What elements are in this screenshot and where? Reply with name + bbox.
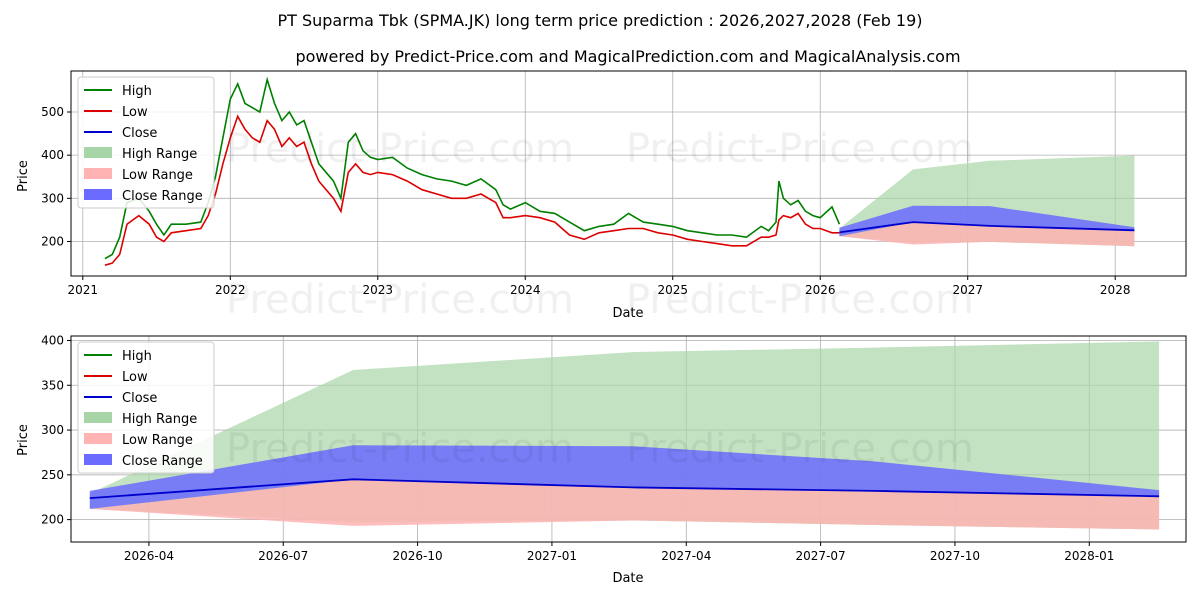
bottom-chart-panel: 2026-04 2026-07 2026-10 2027-01 2027-04 2027-… bbox=[16, 333, 1187, 586]
plot-layer-0: 2021 2022 2023 2024 2025 2026 2027 2028 200 300 40… bbox=[41, 70, 1187, 297]
legend-swatch-patch bbox=[84, 168, 112, 179]
y-tick-label: 200 bbox=[41, 513, 64, 527]
watermark-top-1: Predict-Price.com bbox=[226, 126, 574, 172]
x-tick-label: 2024 bbox=[510, 283, 541, 297]
x-axis-label-top: Date bbox=[612, 306, 643, 321]
top-chart-panel: 2021 2022 2023 2024 2025 2026 2027 2028 200 300 40… bbox=[16, 70, 1187, 323]
y-tick-label: 500 bbox=[41, 105, 64, 119]
y-tick-label: 200 bbox=[41, 234, 64, 248]
legend-label: Low bbox=[122, 370, 148, 385]
legend-label: Close bbox=[122, 391, 157, 406]
x-tick-label: 2028 bbox=[1100, 283, 1131, 297]
y-tick-label: 300 bbox=[41, 191, 64, 205]
x-tick-label: 2027 bbox=[952, 283, 983, 297]
legend-label: Low Range bbox=[122, 433, 193, 448]
x-tick-label: 2027-01 bbox=[527, 549, 577, 563]
legend: High Low Close High Range Low Range Close Ran… bbox=[77, 76, 215, 209]
watermark-bottom-2: Predict-Price.com bbox=[626, 426, 974, 472]
x-tick-label: 2023 bbox=[362, 283, 393, 297]
legend-label: Close Range bbox=[122, 454, 203, 469]
plot-layer-1: 2026-04 2026-07 2026-10 2027-01 2027-04 2027-… bbox=[41, 333, 1187, 563]
chart-title: PT Suparma Tbk (SPMA.JK) long term price… bbox=[277, 11, 922, 30]
plot-frame bbox=[70, 70, 1187, 277]
legend-label: High Range bbox=[122, 147, 197, 162]
x-tick-label: 2022 bbox=[215, 283, 246, 297]
x-tick-label: 2026 bbox=[805, 283, 836, 297]
chart-subtitle: powered by Predict-Price.com and Magical… bbox=[295, 47, 960, 66]
close-range-band bbox=[839, 205, 1135, 237]
legend-label: Low Range bbox=[122, 168, 193, 183]
y-tick-label: 250 bbox=[41, 468, 64, 482]
close-range-band bbox=[89, 445, 1160, 509]
legend-swatch-patch bbox=[84, 189, 112, 200]
x-tick-label: 2026-10 bbox=[393, 549, 443, 563]
legend-swatch-patch bbox=[84, 147, 112, 158]
close-series-line bbox=[839, 221, 1135, 234]
x-tick-label: 2021 bbox=[68, 283, 99, 297]
legend-label: High Range bbox=[122, 412, 197, 427]
y-tick-label: 350 bbox=[41, 378, 64, 392]
close-series-line bbox=[89, 478, 1160, 499]
x-tick-label: 2026-04 bbox=[124, 549, 174, 563]
legend-label: Close Range bbox=[122, 189, 203, 204]
legend-label: High bbox=[122, 84, 152, 99]
y-tick-label: 400 bbox=[41, 148, 64, 162]
x-tick-label: 2028-01 bbox=[1064, 549, 1114, 563]
x-tick-label: 2027-07 bbox=[796, 549, 846, 563]
y-axis-label-top: Price bbox=[16, 160, 31, 192]
plot-frame bbox=[70, 335, 1187, 543]
legend-label: High bbox=[122, 349, 152, 364]
x-tick-label: 2027-10 bbox=[930, 549, 980, 563]
legend-label: Low bbox=[122, 105, 148, 120]
y-tick-label: 300 bbox=[41, 423, 64, 437]
watermark-bottom-1: Predict-Price.com bbox=[226, 426, 574, 472]
y-axis-label-bottom: Price bbox=[16, 424, 31, 456]
legend-swatch-patch bbox=[84, 433, 112, 444]
x-tick-label: 2026-07 bbox=[258, 549, 308, 563]
x-axis-label-bottom: Date bbox=[612, 571, 643, 586]
y-tick-label: 400 bbox=[41, 333, 64, 347]
legend: High Low Close High Range Low Range Close Ran… bbox=[77, 341, 215, 474]
watermark-top-2: Predict-Price.com bbox=[626, 126, 974, 172]
legend-label: Close bbox=[122, 126, 157, 141]
legend-swatch-patch bbox=[84, 454, 112, 465]
watermark-top-3: Predict-Price.com bbox=[226, 277, 574, 323]
x-tick-label: 2025 bbox=[657, 283, 688, 297]
legend-swatch-patch bbox=[84, 412, 112, 423]
watermark-top-4: Predict-Price.com bbox=[626, 277, 974, 323]
x-tick-label: 2027-04 bbox=[661, 549, 711, 563]
